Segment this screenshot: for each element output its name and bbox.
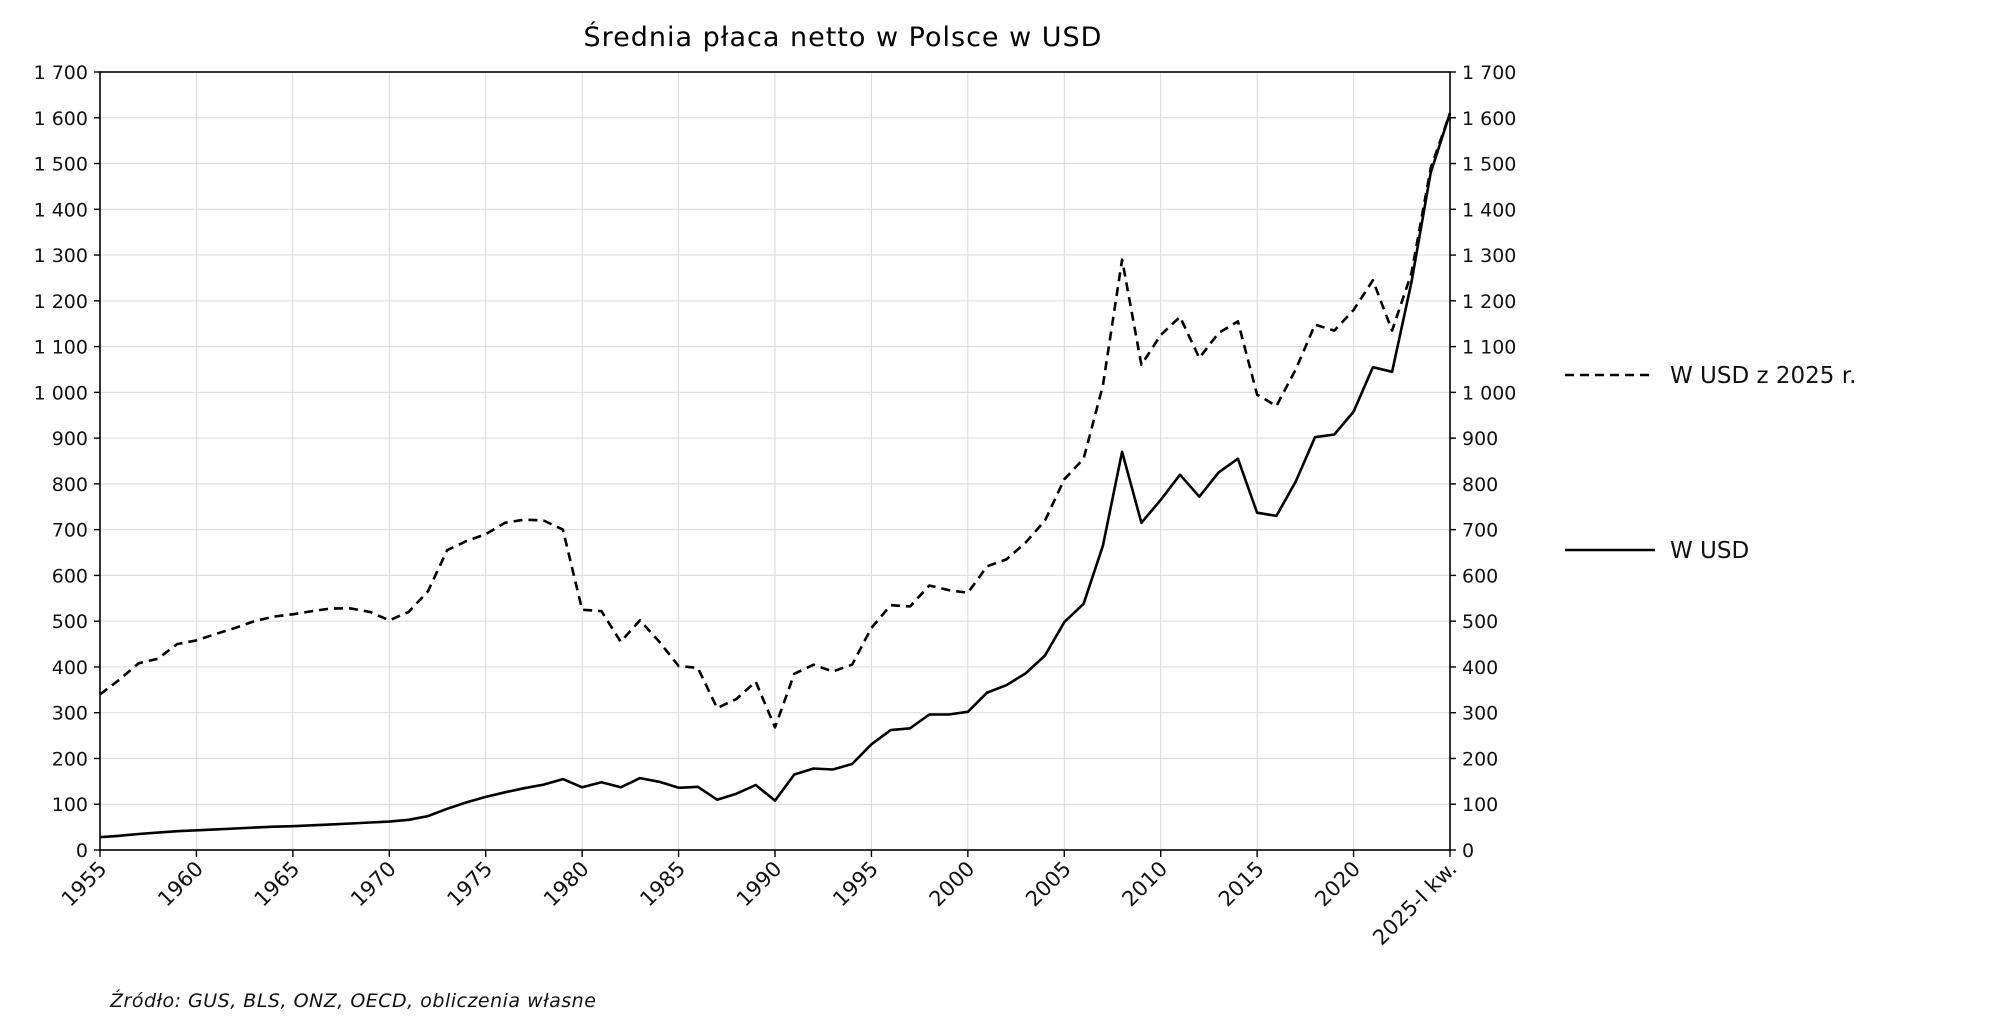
x-tick-label-9: 2000 [925, 857, 980, 912]
left-y-axis: 0 100 200 300 400 500 600 700 800 900 1 000 1 100 1 … [34, 62, 100, 862]
legend-label-0: W USD z 2025 r. [1670, 363, 1856, 389]
source-note: Źródło: GUS, BLS, ONZ, OECD, obliczenia … [110, 990, 597, 1012]
x-tick-label-7: 1990 [732, 857, 787, 912]
left-y-tick-label-15: 1 500 [34, 154, 88, 176]
x-tick-label-11: 2010 [1117, 857, 1172, 912]
x-axis: 1955 1960 1965 1970 1975 1980 1985 1990 1995 2000… [57, 850, 1462, 950]
left-y-tick-label-11: 1 100 [34, 337, 88, 359]
left-y-tick-label-13: 1 300 [34, 245, 88, 267]
right-y-tick-label-4: 400 [1462, 657, 1498, 679]
x-tick-label-10: 2005 [1021, 857, 1076, 912]
right-y-tick-label-10: 1 000 [1462, 382, 1516, 404]
x-tick-label-8: 1995 [828, 857, 883, 912]
legend: W USD z 2025 r. W USD [1565, 363, 1856, 564]
series-lines [99, 112, 1452, 839]
x-tick-label-3: 1970 [346, 857, 401, 912]
right-y-tick-label-9: 900 [1462, 428, 1498, 450]
right-y-tick-label-14: 1 400 [1462, 199, 1516, 221]
right-y-tick-label-3: 300 [1462, 703, 1498, 725]
left-y-tick-label-12: 1 200 [34, 291, 88, 313]
right-y-axis: 0 100 200 300 400 500 600 700 800 900 1 000 1 100 1 … [1450, 62, 1516, 862]
x-tick-label-2: 1965 [250, 857, 305, 912]
right-y-tick-label-5: 500 [1462, 611, 1498, 633]
left-y-tick-label-3: 300 [52, 703, 88, 725]
plot-frame [99, 71, 1451, 851]
right-y-tick-label-8: 800 [1462, 474, 1498, 496]
left-y-tick-label-17: 1 700 [34, 62, 88, 84]
x-tick-label-14: 2025-I kw. [1368, 857, 1461, 950]
x-tick-label-6: 1985 [635, 857, 690, 912]
right-y-tick-label-0: 0 [1462, 840, 1474, 862]
right-y-tick-label-2: 200 [1462, 748, 1498, 770]
x-tick-label-4: 1975 [442, 857, 497, 912]
left-y-tick-label-8: 800 [52, 474, 88, 496]
left-y-tick-label-10: 1 000 [34, 382, 88, 404]
left-y-tick-label-4: 400 [52, 657, 88, 679]
x-tick-label-1: 1960 [153, 857, 208, 912]
left-y-tick-label-9: 900 [52, 428, 88, 450]
x-tick-label-12: 2015 [1214, 857, 1269, 912]
grid [99, 71, 1451, 851]
left-y-tick-label-16: 1 600 [34, 108, 88, 130]
x-tick-label-5: 1980 [539, 857, 594, 912]
left-y-tick-label-7: 700 [52, 520, 88, 542]
left-y-tick-label-6: 600 [52, 565, 88, 587]
left-y-tick-label-5: 500 [52, 611, 88, 633]
right-y-tick-label-1: 100 [1462, 794, 1498, 816]
right-y-tick-label-11: 1 100 [1462, 337, 1516, 359]
right-y-tick-label-13: 1 300 [1462, 245, 1516, 267]
left-y-tick-label-0: 0 [76, 840, 88, 862]
left-y-tick-label-2: 200 [52, 748, 88, 770]
right-y-tick-label-6: 600 [1462, 565, 1498, 587]
right-y-tick-label-12: 1 200 [1462, 291, 1516, 313]
right-y-tick-label-7: 700 [1462, 520, 1498, 542]
series-line-0 [99, 112, 1452, 729]
right-y-tick-label-17: 1 700 [1462, 62, 1516, 84]
right-y-tick-label-16: 1 600 [1462, 108, 1516, 130]
left-y-tick-label-1: 100 [52, 794, 88, 816]
series-line-1 [99, 112, 1452, 839]
x-tick-label-0: 1955 [57, 857, 112, 912]
left-y-tick-label-14: 1 400 [34, 199, 88, 221]
right-y-tick-label-15: 1 500 [1462, 154, 1516, 176]
chart-title: Średnia płaca netto w Polsce w USD [584, 21, 1103, 53]
legend-label-1: W USD [1670, 538, 1749, 564]
x-tick-label-13: 2020 [1310, 857, 1365, 912]
